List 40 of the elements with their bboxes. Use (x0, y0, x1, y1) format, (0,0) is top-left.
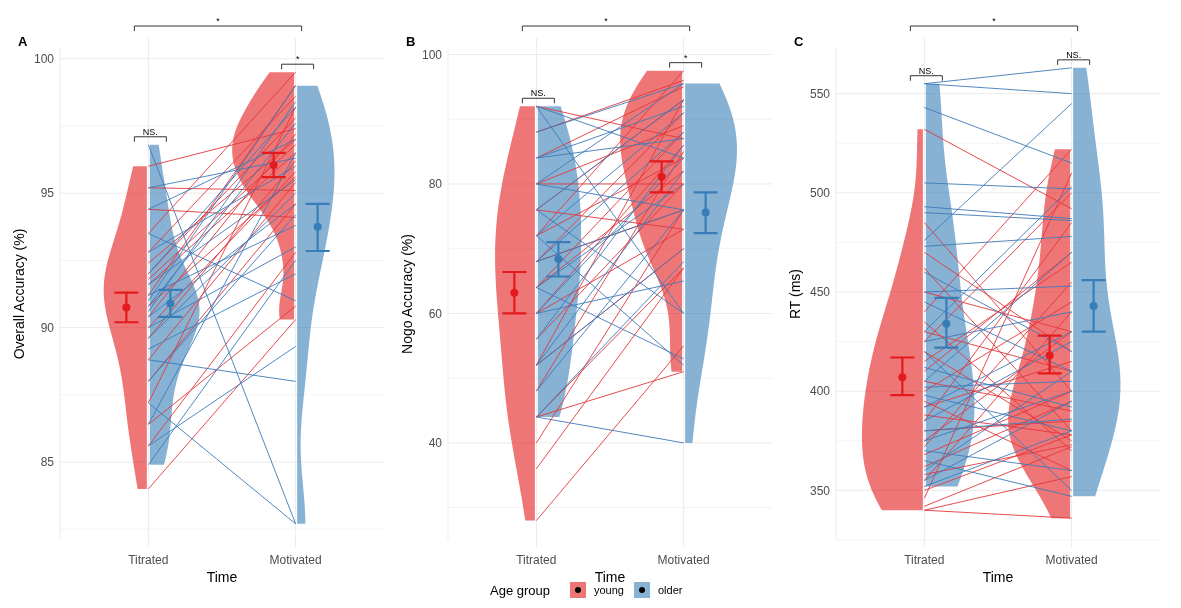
y-tick-label: 40 (428, 436, 443, 451)
x-axis-title: Time (594, 569, 626, 585)
y-tick-label: 85 (40, 455, 55, 470)
text: * (992, 16, 997, 26)
chart-title: B (406, 34, 416, 49)
y-tick-label: 400 (809, 384, 831, 399)
x-axis-title: Time (206, 569, 238, 585)
y-tick-label: 60 (428, 306, 443, 321)
x-tick-label: Titrated (904, 553, 945, 567)
x-tick-label: Motivated (269, 553, 322, 567)
y-tick-label: 100 (421, 47, 443, 62)
y-tick-label: 90 (40, 320, 55, 335)
text: * (604, 16, 609, 26)
x-tick-label: Titrated (516, 553, 557, 567)
legend-title: Age group (490, 582, 550, 598)
legend-label: young (594, 583, 624, 596)
y-axis-title: RT (ms) (787, 268, 803, 320)
x-tick-label: Titrated (128, 553, 169, 567)
x-axis-title: Time (982, 569, 1014, 585)
y-axis-title: Overall Accuracy (%) (11, 228, 27, 360)
y-tick-label: 500 (809, 186, 831, 201)
annotation: NS. (530, 88, 546, 99)
annotation: NS. (1066, 49, 1082, 60)
chart-title: C (794, 34, 804, 49)
legend-label: older (658, 583, 683, 596)
annotation: NS. (918, 65, 934, 76)
y-axis-title: Nogo Accuracy (%) (399, 234, 415, 354)
text: * (216, 16, 221, 26)
annotation: * (683, 52, 688, 63)
x-tick-label: Motivated (657, 553, 710, 567)
y-tick-label: 350 (809, 483, 831, 498)
annotation: NS. (142, 126, 158, 137)
annotation: * (295, 54, 300, 65)
x-tick-label: Motivated (1045, 553, 1098, 567)
y-tick-label: 80 (428, 177, 443, 192)
chart-title: A (18, 34, 28, 49)
y-tick-label: 95 (40, 186, 55, 201)
y-tick-label: 450 (809, 285, 831, 300)
y-tick-label: 550 (809, 86, 831, 101)
y-tick-label: 100 (33, 51, 55, 66)
